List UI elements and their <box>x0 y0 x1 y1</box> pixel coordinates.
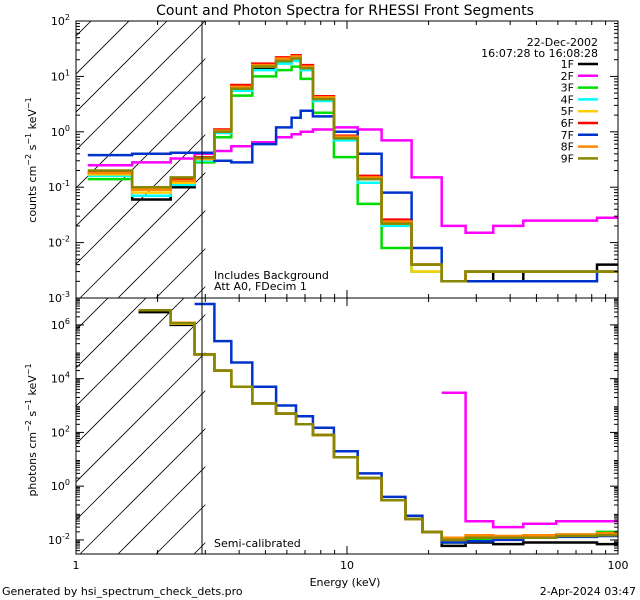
hatch-line <box>76 298 147 369</box>
legend-label-6f: 6F <box>561 117 574 130</box>
legend-label-3f: 3F <box>561 82 574 95</box>
x-axis: 1 10 100 <box>73 21 629 572</box>
legend-label-1f: 1F <box>561 58 574 71</box>
y-tick-label: 100 <box>51 124 70 139</box>
timestamp-label: 2-Apr-2024 03:47 <box>540 585 636 598</box>
legend-label-5f: 5F <box>561 105 574 118</box>
hatch-mask <box>205 298 618 554</box>
y-tick-label: 101 <box>51 68 70 83</box>
y-tick-label: 106 <box>51 317 70 332</box>
generated-by-label: Generated by hsi_spectrum_check_dets.pro <box>2 585 243 598</box>
photon-series-9f <box>138 309 618 542</box>
background-note: Includes Background <box>214 269 329 282</box>
x-axis-label: Energy (keV) <box>310 576 381 589</box>
x-tick-label: 100 <box>608 559 629 572</box>
bottom-y-axis: 10-2 100 102 104 106 <box>48 298 618 552</box>
hatch-line <box>0 254 76 554</box>
legend-label-9f: 9F <box>561 152 574 165</box>
count-series-9f <box>87 57 618 283</box>
time-range-label: 16:07:28 to 16:08:28 <box>481 47 598 60</box>
semi-calibrated-note: Semi-calibrated <box>214 537 301 550</box>
bottom-y-axis-label: photons cm−2 s−1 keV−1 <box>24 363 39 496</box>
hatched-region-bottom <box>0 254 618 554</box>
legend-label-4f: 4F <box>561 93 574 106</box>
y-tick-label: 100 <box>51 478 70 493</box>
hatched-region-top <box>76 21 618 298</box>
photon-spectrum-panel: 10-2 100 102 104 106 1 10 100 photons cm−2 s−1… <box>0 21 629 589</box>
count-spectrum-panel: 10-3 10-2 10-1 100 101 102 counts cm−2 s−1 ke… <box>24 13 619 305</box>
legend-label-8f: 8F <box>561 141 574 154</box>
legend-label-2f: 2F <box>561 70 574 83</box>
chart-title: Count and Photon Spectra for RHESSI Fron… <box>156 3 534 19</box>
hatch-line <box>76 298 109 331</box>
x-tick-label: 1 <box>73 559 80 572</box>
y-tick-label: 104 <box>51 371 70 386</box>
date-label: 22-Dec-2002 <box>527 36 598 49</box>
y-tick-label: 10-3 <box>48 290 70 305</box>
y-tick-label: 10-1 <box>48 179 70 194</box>
y-tick-label: 10-2 <box>48 235 70 250</box>
y-tick-label: 102 <box>51 13 70 28</box>
top-y-axis-label: counts cm−2 s−1 keV−1 <box>24 97 39 222</box>
legend-label-7f: 7F <box>561 129 574 142</box>
hatch-line <box>76 21 130 75</box>
hatch-line <box>76 21 92 37</box>
count-spectrum-lines <box>87 54 618 283</box>
x-tick-label: 10 <box>340 559 354 572</box>
photon-series-2f <box>441 391 618 529</box>
y-tick-label: 10-2 <box>48 532 70 547</box>
y-tick-label: 102 <box>51 424 70 439</box>
attenuator-note: Att A0, FDecim 1 <box>214 280 307 293</box>
hatch-line <box>76 21 168 113</box>
photon-spectrum-lines <box>138 302 618 548</box>
hatch-line <box>76 298 185 407</box>
